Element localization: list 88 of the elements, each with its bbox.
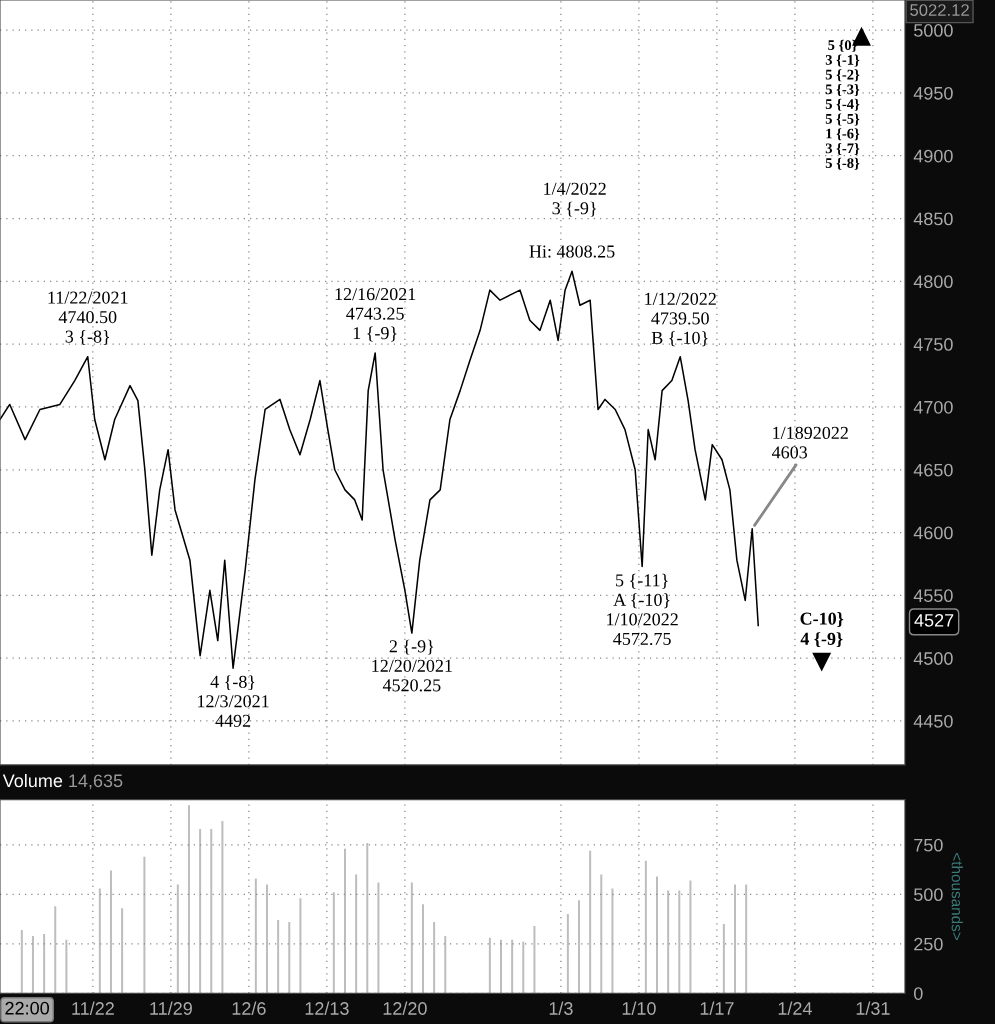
y-tick-label: 4800 [913, 275, 953, 289]
annotation: 12/16/2021 4743.25 1 {-9} [335, 288, 416, 342]
bar [65, 939, 68, 994]
bar [745, 884, 748, 994]
bar [444, 935, 447, 994]
bar [343, 848, 346, 994]
y-tick-label: 4550 [913, 589, 953, 603]
y-tick-label: 750 [914, 838, 943, 852]
bar [689, 880, 692, 994]
x-tick-label: 1/3 [549, 1001, 573, 1015]
bar [734, 884, 737, 994]
bar [176, 884, 179, 994]
annotation: 5 {-11} A {-10} 1/10/2022 4572.75 [607, 573, 678, 646]
annotation: 1/4/2022 3 {-9} [544, 182, 606, 217]
annotation: 4 {-8} 12/3/2021 4492 [198, 675, 269, 727]
y-tick-label: 5000 [914, 24, 953, 37]
bar [43, 933, 46, 994]
annotation: 11/22/2021 4740.50 3 {-8} [48, 291, 128, 345]
annotation: 1/1892022 4603 [771, 426, 848, 459]
bar [421, 904, 424, 994]
y-tick-label: 250 [914, 937, 943, 951]
bar [722, 924, 725, 994]
bar [433, 922, 436, 994]
x-tick-label: 1/17 [700, 1001, 734, 1015]
bar [499, 939, 502, 994]
bar [54, 906, 57, 994]
bar [488, 937, 491, 994]
annotation: 2 {-9} 12/20/2021 4520.25 [372, 639, 452, 692]
annotation: C-10} 4 {-9} [800, 612, 844, 648]
y-tick-label: 4500 [913, 652, 953, 665]
bar [31, 935, 34, 994]
y-tick-label: 4650 [913, 463, 953, 477]
y-tick-label: 4900 [913, 149, 953, 163]
bar [210, 829, 213, 994]
x-tick-label: 11/29 [150, 1001, 192, 1015]
y-tick-label: 4450 [913, 714, 953, 728]
bar [644, 860, 647, 994]
x-tick-label: 12/6 [232, 1001, 266, 1015]
x-tick-label: 1/31 [856, 1001, 890, 1015]
y-tick-label: 4950 [913, 86, 953, 100]
bar [20, 929, 23, 994]
bar [511, 939, 514, 994]
y-tick-label: 4700 [913, 400, 953, 414]
text: 22:00 [5, 1001, 49, 1015]
bar [566, 914, 569, 994]
bar [98, 888, 101, 994]
bar [355, 874, 358, 994]
bar [533, 926, 536, 994]
bar [611, 888, 614, 994]
bar [143, 856, 146, 994]
text: 14,635 [69, 774, 123, 790]
text: 5 {0} 3 {-1} 5 {-2} 5 {-3} 5 {-4} 5 {-5} 1 {-6} 3 {-7} 5 {-8} [825, 39, 860, 170]
annotation: 1/12/2022 4739.50 B {-10} [645, 292, 716, 347]
bar [600, 874, 603, 994]
x-tick-label: 1/24 [778, 1001, 812, 1015]
bar [578, 900, 581, 994]
bar [410, 882, 413, 994]
x-tick-label: 11/22 [72, 1001, 114, 1015]
bar [332, 892, 335, 994]
text: 5022.12 [910, 4, 969, 16]
bar [109, 870, 112, 994]
y-tick-label: 4850 [913, 212, 953, 226]
y-tick-label: 500 [914, 888, 943, 902]
bar [377, 882, 380, 994]
bar [656, 876, 659, 994]
bar [678, 890, 681, 994]
text: 4527 [914, 613, 954, 627]
text: Volume [2, 773, 63, 788]
bar [199, 829, 202, 994]
x-tick-label: 12/13 [305, 1001, 349, 1015]
y-tick-label: 0 [913, 987, 923, 1000]
y-tick-label: 4600 [913, 526, 953, 540]
x-tick-label: 12/20 [383, 1001, 427, 1015]
bar [288, 922, 291, 994]
annotation: Hi: 4808.25 [529, 245, 615, 258]
y-axis-title: <thousands> [951, 853, 963, 940]
y-tick-label: 4750 [913, 338, 953, 351]
bar [221, 821, 224, 994]
bar [277, 920, 280, 994]
x-tick-label: 1/10 [622, 1001, 656, 1015]
bar [121, 908, 124, 994]
bar [522, 941, 525, 994]
bar [589, 850, 592, 994]
bar [187, 805, 190, 994]
bar [667, 890, 670, 994]
bar [299, 898, 302, 994]
bar [265, 884, 268, 994]
bar [366, 842, 369, 994]
